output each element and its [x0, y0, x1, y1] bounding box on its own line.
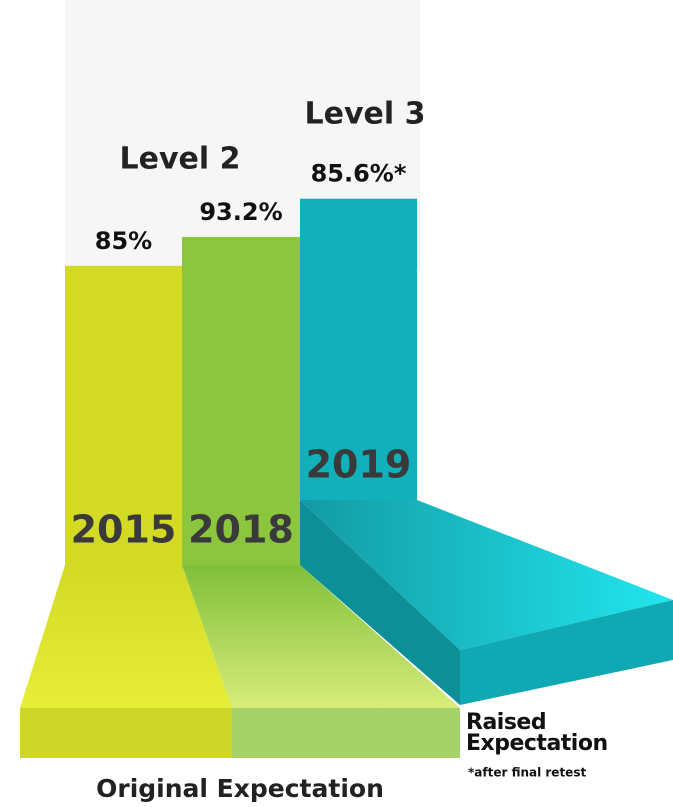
- value-label: 85.6%*: [311, 160, 407, 188]
- floor-front: [232, 708, 460, 758]
- level-label: Level 2: [120, 142, 241, 177]
- original-label: Original Expectation: [96, 774, 384, 803]
- floor-top: [182, 565, 460, 708]
- bar: [65, 265, 182, 565]
- floor-top: [20, 565, 232, 708]
- raised-label: Raised Expectation: [466, 710, 608, 756]
- category-label: 2015: [71, 508, 177, 552]
- platform-side: [300, 500, 460, 705]
- category-label: 2018: [188, 508, 294, 552]
- value-label: 85%: [95, 227, 152, 255]
- platform-front: [460, 600, 673, 705]
- platform-top: [300, 500, 673, 650]
- floor-front: [20, 708, 232, 758]
- note: *after final retest: [468, 766, 586, 780]
- category-label: 2019: [306, 443, 412, 487]
- bar: [182, 236, 300, 565]
- bar: [300, 198, 417, 501]
- value-label: 93.2%: [199, 198, 282, 226]
- level-label: Level 3: [305, 97, 426, 132]
